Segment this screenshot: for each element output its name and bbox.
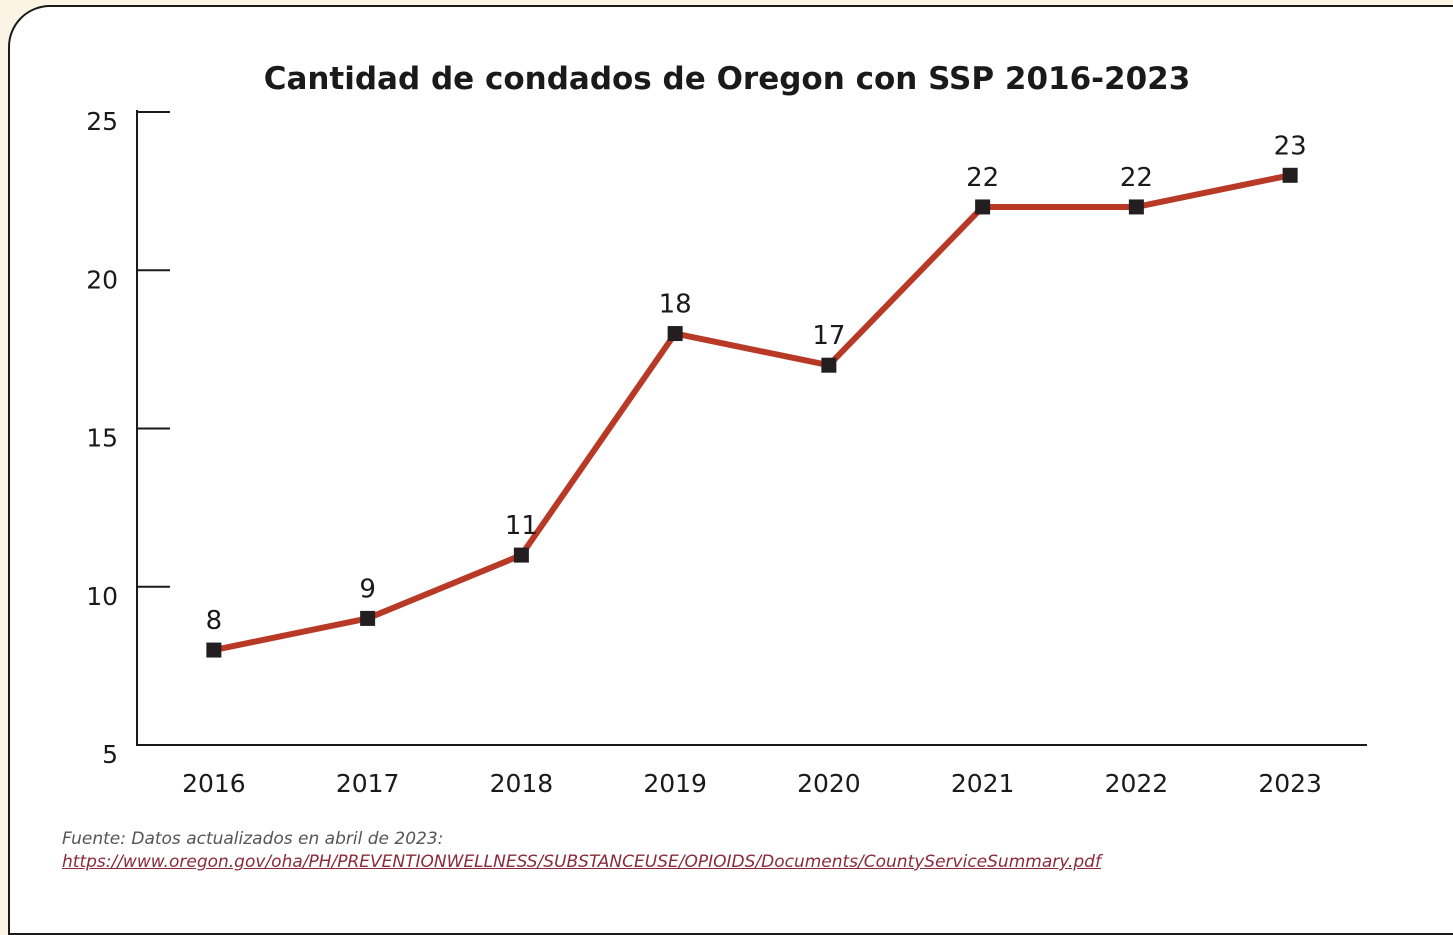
chart: Cantidad de condados de Oregon con SSP 2… (86, 61, 1367, 798)
y-tick-label: 25 (86, 107, 118, 136)
marker (360, 610, 376, 626)
data-label: 18 (659, 290, 692, 320)
x-tick-label: 2021 (951, 769, 1015, 798)
data-label: 23 (1274, 131, 1307, 161)
source-link[interactable]: https://www.oregon.gov/oha/PH/PREVENTION… (62, 852, 1101, 872)
y-tick-label: 15 (86, 424, 118, 453)
marker (1128, 199, 1144, 215)
data-label: 17 (812, 321, 845, 351)
data-label: 22 (966, 163, 999, 193)
page: Cantidad de condados de Oregon con SSP 2… (8, 5, 1453, 935)
x-tick-label: 2020 (797, 769, 861, 798)
x-tick-label: 2016 (182, 769, 246, 798)
marker (821, 357, 837, 373)
marker (667, 326, 683, 342)
marker (513, 547, 529, 563)
x-tick-label: 2022 (1105, 769, 1169, 798)
x-tick-label: 2019 (643, 769, 707, 798)
x-tick-label: 2017 (336, 769, 400, 798)
x-tick-label: 2023 (1258, 769, 1322, 798)
marker (975, 199, 991, 215)
data-label: 22 (1120, 163, 1153, 193)
y-tick-label: 5 (102, 740, 118, 769)
data-label: 8 (206, 606, 223, 636)
card (8, 5, 1453, 935)
marker (1282, 167, 1298, 183)
chart-title: Cantidad de condados de Oregon con SSP 2… (264, 61, 1191, 97)
data-label: 11 (505, 511, 538, 541)
y-tick-label: 20 (86, 265, 118, 294)
line (213, 172, 1291, 653)
y-tick-label: 10 (86, 582, 118, 611)
data-label: 9 (359, 574, 376, 604)
source-note: Fuente: Datos actualizados en abril de 2… (62, 828, 1392, 874)
source-text: Fuente: Datos actualizados en abril de 2… (62, 829, 444, 849)
marker (206, 642, 222, 658)
x-tick-label: 2018 (490, 769, 554, 798)
